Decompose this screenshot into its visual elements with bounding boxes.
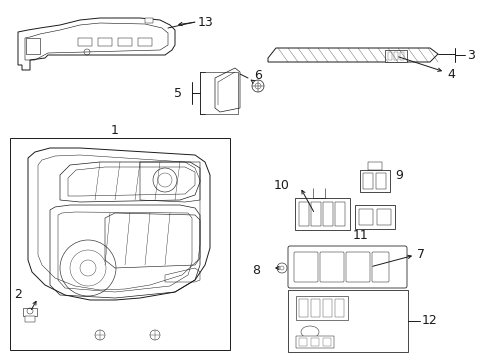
Bar [393, 52, 397, 60]
Bar [118, 38, 132, 46]
Text: 8: 8 [251, 264, 260, 276]
Bar [295, 336, 333, 348]
Bar [298, 299, 307, 317]
Bar [367, 162, 381, 170]
Bar [362, 173, 372, 189]
Bar [323, 202, 332, 226]
Bar [359, 170, 389, 192]
Bar [26, 38, 40, 54]
Bar [375, 173, 385, 189]
FancyBboxPatch shape [346, 252, 369, 282]
Text: 7: 7 [416, 248, 424, 261]
FancyBboxPatch shape [287, 246, 406, 288]
Bar [323, 338, 330, 346]
Text: 2: 2 [14, 288, 22, 302]
Bar [310, 202, 320, 226]
FancyBboxPatch shape [319, 252, 343, 282]
Bar [334, 299, 343, 317]
Bar [310, 299, 319, 317]
FancyBboxPatch shape [371, 252, 388, 282]
Bar [138, 38, 152, 46]
Bar [200, 72, 238, 114]
Bar [295, 296, 347, 320]
Text: 11: 11 [352, 229, 368, 242]
Text: 4: 4 [446, 68, 454, 81]
Bar [78, 38, 92, 46]
Bar [23, 308, 37, 316]
Bar [25, 316, 35, 322]
Text: 5: 5 [174, 86, 182, 99]
Bar [310, 338, 318, 346]
Bar [323, 299, 331, 317]
Bar [354, 205, 394, 229]
Bar [298, 202, 308, 226]
Bar [399, 52, 403, 60]
Bar [384, 50, 406, 62]
Text: 13: 13 [198, 15, 213, 28]
Text: 6: 6 [253, 68, 262, 81]
Bar [287, 290, 407, 352]
Text: 10: 10 [274, 179, 289, 192]
Text: 1: 1 [111, 123, 119, 136]
Bar [145, 18, 153, 23]
Text: 9: 9 [394, 168, 402, 181]
Bar [334, 202, 345, 226]
Text: 3: 3 [466, 49, 474, 62]
Bar [387, 52, 391, 60]
Bar [358, 209, 372, 225]
Bar [98, 38, 112, 46]
Bar [298, 338, 306, 346]
Text: 12: 12 [421, 315, 437, 328]
FancyBboxPatch shape [293, 252, 317, 282]
Bar [10, 138, 229, 350]
Bar [376, 209, 390, 225]
Bar [294, 198, 349, 230]
